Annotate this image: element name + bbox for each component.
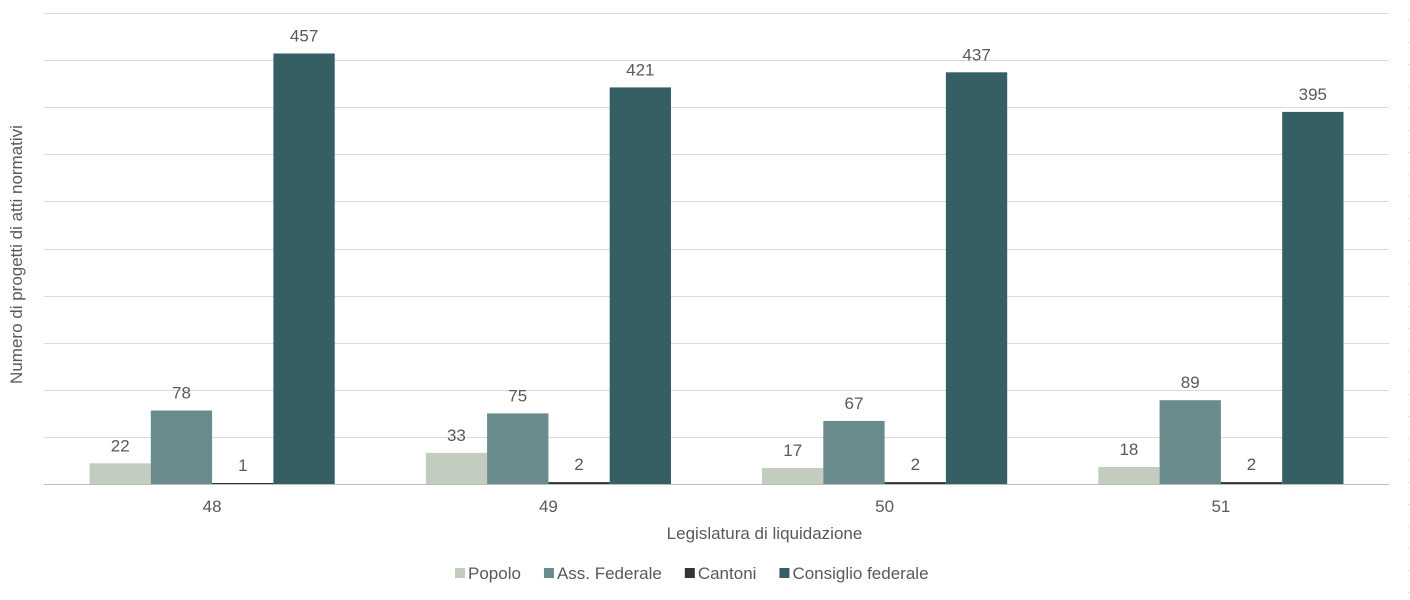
legend-swatch xyxy=(543,568,554,578)
edge-mark xyxy=(1408,64,1409,65)
legend-item-ass-federale: Ass. Federale xyxy=(543,564,662,583)
data-label: 22 xyxy=(111,436,130,455)
legend-label: Consiglio federale xyxy=(792,564,928,583)
edge-mark xyxy=(1408,108,1409,109)
legend-label: Cantoni xyxy=(698,564,757,583)
edge-mark xyxy=(1408,240,1409,241)
data-label: 67 xyxy=(845,394,864,413)
legend-swatch xyxy=(779,568,790,578)
edge-mark xyxy=(1408,570,1409,571)
edge-mark xyxy=(1408,42,1409,43)
bars xyxy=(89,53,1344,485)
data-label: 89 xyxy=(1181,373,1200,392)
data-label: 18 xyxy=(1119,440,1138,459)
x-tick-label: 50 xyxy=(875,497,894,516)
x-axis-title: Legislatura di liquidazione xyxy=(667,524,863,543)
data-label: 437 xyxy=(962,45,990,64)
bar-ass-federale-48 xyxy=(150,410,213,484)
legend-item-consiglio-federale: Consiglio federale xyxy=(779,564,929,583)
data-label: 2 xyxy=(1247,455,1256,474)
edge-mark xyxy=(1408,350,1409,351)
edge-mark xyxy=(1408,548,1409,549)
bar-consiglio-federale-51 xyxy=(1282,111,1344,485)
x-axis-ticks: 48 49 50 51 xyxy=(203,497,1231,516)
data-label: 1 xyxy=(238,456,247,475)
data-label: 75 xyxy=(508,386,527,405)
edge-mark xyxy=(1408,372,1409,373)
bar-popolo-51 xyxy=(1098,467,1160,484)
legend-label: Ass. Federale xyxy=(557,564,662,583)
edge-mark xyxy=(1408,284,1409,285)
edge-mark xyxy=(1408,592,1409,593)
data-label: 17 xyxy=(783,441,802,460)
data-label: 2 xyxy=(911,455,920,474)
data-label: 78 xyxy=(172,384,191,403)
edge-mark xyxy=(1408,218,1409,219)
bar-cantoni-51 xyxy=(1220,482,1283,484)
legend-swatch xyxy=(455,568,465,578)
bar-ass-federale-49 xyxy=(487,413,549,484)
x-tick-label: 48 xyxy=(203,497,222,516)
edge-mark xyxy=(1408,306,1409,307)
bar-cantoni-48 xyxy=(212,483,274,484)
data-label: 2 xyxy=(574,455,583,474)
data-label: 457 xyxy=(290,27,318,46)
edge-mark xyxy=(1408,394,1409,395)
bar-consiglio-federale-48 xyxy=(273,53,335,484)
legend: Popolo Ass. Federale Cantoni Consiglio fede… xyxy=(455,564,929,583)
edge-mark xyxy=(1408,130,1409,131)
data-label: 395 xyxy=(1299,85,1327,104)
edge-mark xyxy=(1408,262,1409,263)
y-axis-title: Numero di progetti di atti normativi xyxy=(7,125,26,384)
edge-mark xyxy=(1408,438,1409,439)
edge-mark xyxy=(1408,526,1409,527)
bar-ass-federale-50 xyxy=(823,420,885,484)
gridlines xyxy=(44,13,1389,438)
edge-mark xyxy=(1408,86,1409,87)
x-tick-label: 49 xyxy=(539,497,558,516)
bar-ass-federale-51 xyxy=(1159,400,1221,484)
edge-mark xyxy=(1408,152,1409,153)
edge-mark xyxy=(1408,504,1409,505)
edge-mark xyxy=(1408,460,1409,461)
bar-consiglio-federale-50 xyxy=(945,72,1008,485)
edge-mark xyxy=(1408,482,1409,483)
data-label: 421 xyxy=(626,60,654,79)
data-labels: 22 78 1 457 33 75 2 421 17 67 2 437 18 89 2 395 xyxy=(111,27,1327,476)
edge-mark xyxy=(1408,328,1409,329)
legend-item-popolo: Popolo xyxy=(455,564,521,583)
legend-item-cantoni: Cantoni xyxy=(684,564,757,583)
bar-popolo-48 xyxy=(89,463,151,484)
edge-mark xyxy=(1408,196,1409,197)
edge-mark xyxy=(1408,174,1409,175)
edge-mark xyxy=(1408,416,1409,417)
legend-swatch xyxy=(684,568,695,578)
x-tick-label: 51 xyxy=(1211,497,1230,516)
edge-mark xyxy=(1408,20,1409,21)
bar-popolo-50 xyxy=(762,468,824,484)
right-edge-marks xyxy=(1408,20,1409,593)
bar-cantoni-50 xyxy=(884,482,946,484)
bar-popolo-49 xyxy=(425,452,488,484)
legend-label: Popolo xyxy=(468,564,521,583)
data-label: 33 xyxy=(447,426,466,445)
bar-cantoni-49 xyxy=(548,482,610,484)
bar-consiglio-federale-49 xyxy=(609,87,671,485)
